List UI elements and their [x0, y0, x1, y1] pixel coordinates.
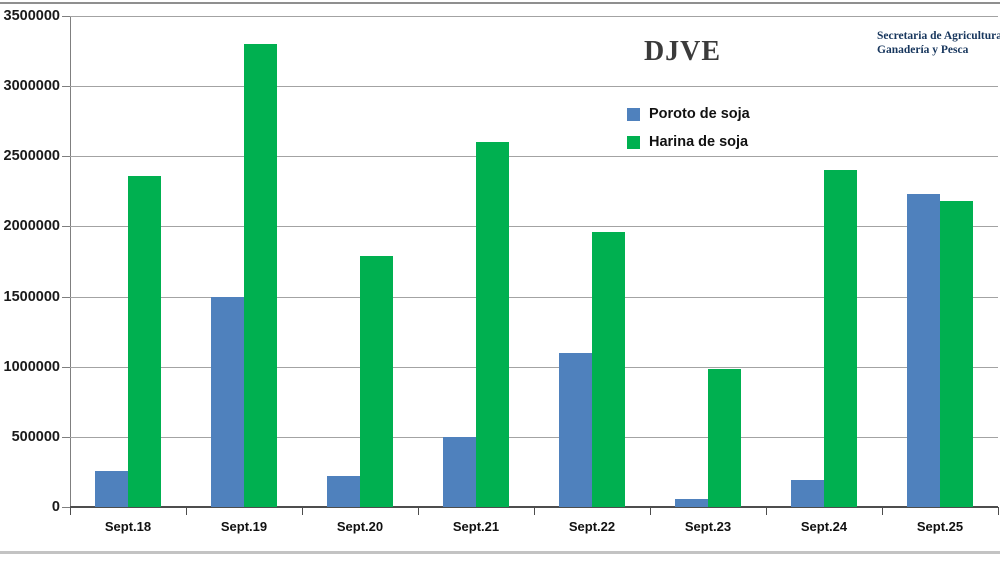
y-axis-tick — [62, 156, 70, 158]
bar-poroto-de-soja — [95, 470, 128, 507]
x-axis-tick — [882, 507, 883, 515]
chart-top-border — [0, 2, 1000, 4]
legend-item: Poroto de soja — [627, 104, 750, 124]
y-axis-label: 3000000 — [3, 78, 60, 95]
x-axis-label: Sept.22 — [568, 519, 616, 534]
y-axis-label: 3500000 — [3, 8, 60, 24]
legend-swatch-icon — [627, 135, 640, 149]
y-axis-label: 2500000 — [3, 148, 60, 165]
x-axis-label: Sept.20 — [336, 519, 384, 534]
x-axis-label: Sept.23 — [684, 519, 732, 534]
legend-label: Harina de soja — [649, 134, 749, 150]
gridline — [70, 436, 998, 438]
y-axis-label: 1000000 — [3, 358, 60, 375]
bar-harina-de-soja — [592, 232, 625, 507]
legend-label: Poroto de soja — [649, 106, 750, 122]
x-axis-tick — [70, 507, 71, 515]
org-watermark: Secretaria de Agricultura Ganadería y Pe… — [877, 29, 1000, 58]
gridline — [70, 16, 998, 17]
y-axis-tick — [62, 366, 70, 368]
x-axis-label: Sept.21 — [452, 519, 500, 534]
chart-title: DJVE — [643, 36, 722, 67]
gridline — [70, 296, 998, 298]
y-axis-tick — [62, 16, 70, 17]
y-axis-tick — [62, 296, 70, 298]
y-axis-label: 0 — [51, 499, 60, 515]
gridline — [70, 156, 998, 158]
bar-harina-de-soja — [476, 142, 509, 507]
y-axis-tick — [62, 226, 70, 228]
x-axis-tick — [186, 507, 187, 515]
x-axis-label: Sept.25 — [916, 519, 964, 534]
x-axis-tick — [766, 507, 767, 515]
bar-harina-de-soja — [244, 44, 277, 507]
y-axis-label: 2000000 — [3, 218, 60, 235]
legend: Poroto de soja Harina de soja — [627, 104, 750, 160]
bar-poroto-de-soja — [559, 352, 592, 507]
legend-swatch-icon — [627, 107, 640, 121]
bar-poroto-de-soja — [211, 296, 244, 507]
org-line-2: Ganadería y Pesca — [877, 44, 969, 57]
x-axis-tick — [650, 507, 651, 515]
bar-harina-de-soja — [128, 175, 161, 507]
bar-harina-de-soja — [824, 170, 857, 507]
y-axis-label: 500000 — [11, 428, 60, 445]
bar-harina-de-soja — [940, 201, 973, 507]
bar-poroto-de-soja — [443, 436, 476, 507]
org-line-1: Secretaria de Agricultura — [877, 30, 1000, 42]
y-axis-line — [70, 16, 71, 513]
legend-item: Harina de soja — [627, 132, 750, 152]
x-axis-tick — [534, 507, 535, 515]
gridline — [70, 366, 998, 368]
x-axis-tick — [998, 507, 999, 515]
x-axis-tick — [302, 507, 303, 515]
bar-poroto-de-soja — [675, 499, 708, 507]
plot-area — [70, 16, 998, 513]
y-axis-tick — [62, 436, 70, 438]
x-axis-label: Sept.24 — [800, 519, 848, 534]
bar-poroto-de-soja — [791, 479, 824, 507]
gridline — [70, 226, 998, 228]
y-axis-label: 1500000 — [3, 288, 60, 305]
y-axis-tick — [62, 507, 70, 508]
x-axis-label: Sept.18 — [104, 519, 152, 534]
chart-bottom-border — [0, 551, 1000, 554]
bar-harina-de-soja — [360, 255, 393, 507]
x-axis-label: Sept.19 — [220, 519, 268, 534]
bar-poroto-de-soja — [327, 476, 360, 507]
gridline — [70, 86, 998, 88]
bar-poroto-de-soja — [907, 194, 940, 507]
bar-harina-de-soja — [708, 368, 741, 507]
y-axis-tick — [62, 86, 70, 88]
x-axis-tick — [418, 507, 419, 515]
